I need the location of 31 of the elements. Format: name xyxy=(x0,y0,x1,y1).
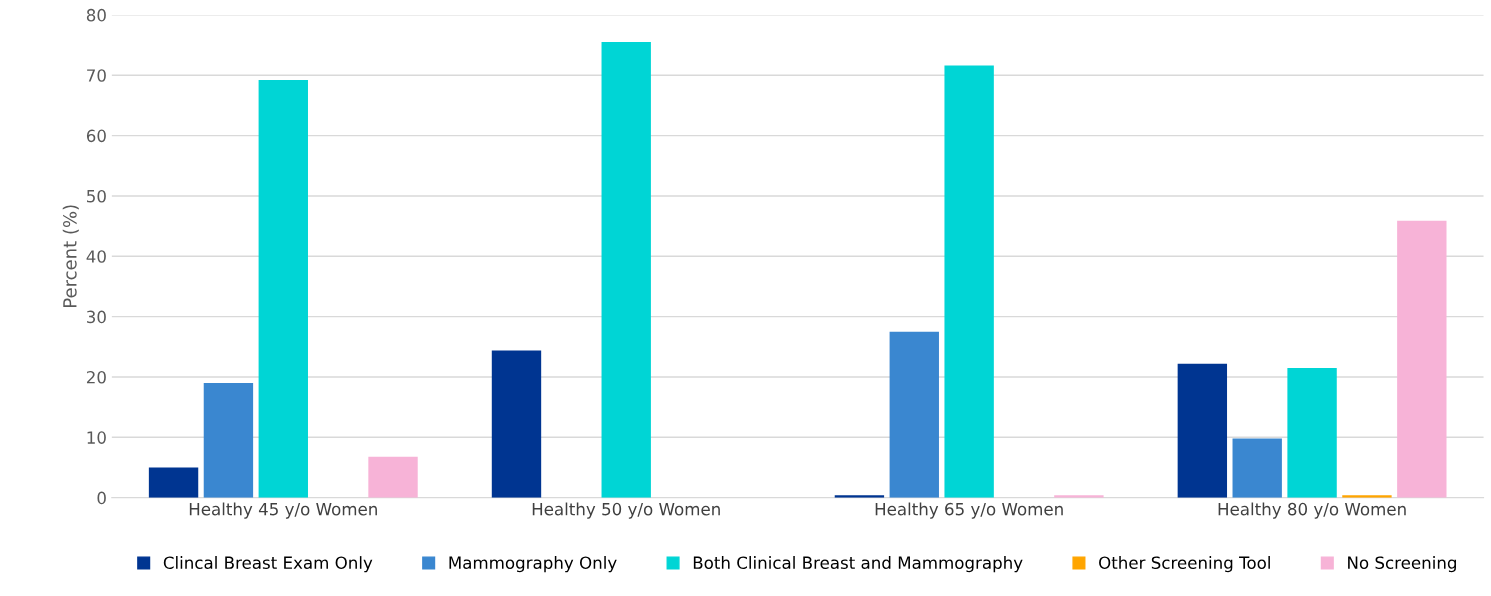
legend-label: Both Clinical Breast and Mammography xyxy=(693,556,1023,573)
y-tick-label: 80 xyxy=(86,8,106,22)
bar xyxy=(944,65,994,498)
y-tick-label: 40 xyxy=(86,250,106,263)
y-tick-label: 70 xyxy=(87,69,106,82)
y-axis-title: Percent (%) xyxy=(62,205,79,307)
bar xyxy=(368,456,418,498)
y-tick-label: 60 xyxy=(86,129,106,143)
legend-label: Mammography Only xyxy=(449,556,617,573)
y-tick-label: 50 xyxy=(87,189,106,203)
bar xyxy=(889,331,939,498)
bar xyxy=(601,42,651,498)
bar xyxy=(148,467,199,498)
x-tick-label: Healthy 50 y/o Women xyxy=(532,502,720,519)
bar xyxy=(203,383,254,498)
x-tick-label: Healthy 80 y/o Women xyxy=(1218,502,1406,519)
bar xyxy=(1397,220,1447,498)
bar xyxy=(1287,367,1337,498)
y-tick-label: 20 xyxy=(86,370,106,384)
legend-label: Other Screening Tool xyxy=(1099,556,1270,573)
x-tick-label: Healthy 45 y/o Women xyxy=(189,502,377,519)
legend-label: Clincal Breast Exam Only xyxy=(163,556,373,573)
bar xyxy=(1177,363,1228,498)
legend-label: No Screening xyxy=(1348,556,1456,573)
bar xyxy=(1232,438,1282,498)
y-tick-label: 30 xyxy=(87,310,106,324)
bar xyxy=(258,80,308,498)
bar xyxy=(491,350,542,498)
y-tick-label: 0 xyxy=(97,491,106,505)
x-tick-label: Healthy 65 y/o Women xyxy=(875,502,1063,519)
y-tick-label: 10 xyxy=(87,431,106,444)
